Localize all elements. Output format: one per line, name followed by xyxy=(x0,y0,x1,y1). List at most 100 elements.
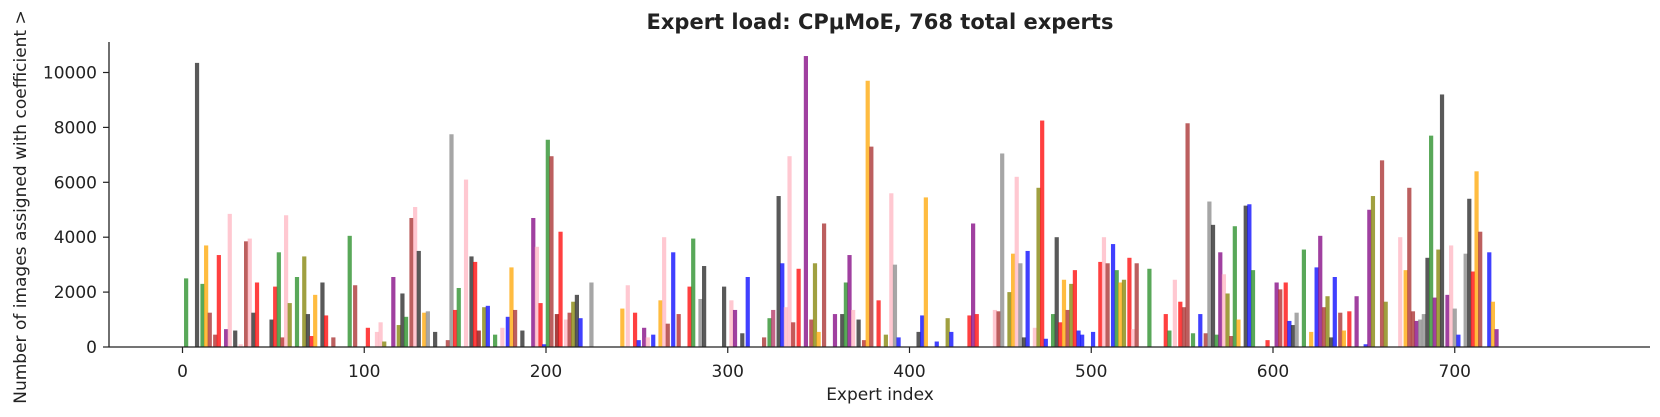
bar-expert-626 xyxy=(1318,235,1323,347)
bar-expert-565 xyxy=(1207,201,1212,347)
bar-expert-507 xyxy=(1101,237,1107,347)
bar-expert-611 xyxy=(1290,325,1296,347)
bar-expert-367 xyxy=(847,255,852,347)
bar-expert-423 xyxy=(949,331,954,347)
bar-expert-146 xyxy=(445,340,450,347)
bar-expert-551 xyxy=(1181,307,1187,347)
bars-group xyxy=(184,56,1499,348)
bar-expert-579 xyxy=(1232,226,1237,347)
bar-expert-549 xyxy=(1178,301,1183,347)
bar-expert-621 xyxy=(1309,331,1314,347)
bar-expert-573 xyxy=(1221,274,1227,347)
y-tick-label-0: 0 xyxy=(86,338,97,358)
bar-expert-597 xyxy=(1265,340,1270,347)
bar-expert-708 xyxy=(1467,198,1472,347)
bar-expert-465 xyxy=(1025,250,1030,347)
bar-expert-251 xyxy=(636,340,641,347)
bar-expert-637 xyxy=(1338,312,1343,347)
x-tick-label-200: 200 xyxy=(530,362,562,382)
bar-expert-95 xyxy=(353,285,358,347)
bar-expert-350 xyxy=(816,331,821,347)
y-tick-label-6000: 6000 xyxy=(54,173,97,193)
bar-expert-259 xyxy=(651,334,656,347)
bar-expert-92 xyxy=(347,235,352,347)
bar-expert-245 xyxy=(625,285,630,347)
bar-expert-634 xyxy=(1332,277,1337,347)
bar-expert-523 xyxy=(1130,329,1136,347)
bar-expert-107 xyxy=(374,331,380,347)
bar-expert-41 xyxy=(254,282,260,347)
bar-expert-126 xyxy=(409,217,414,347)
bar-expert-673 xyxy=(1403,270,1408,347)
bar-expert-461 xyxy=(1018,263,1023,347)
bar-expert-130 xyxy=(416,250,421,347)
bar-expert-195 xyxy=(534,246,540,347)
bar-expert-383 xyxy=(876,300,881,347)
bar-expert-208 xyxy=(558,231,563,347)
bar-expert-11 xyxy=(200,283,205,347)
bar-expert-51 xyxy=(273,286,278,347)
bar-expert-281 xyxy=(691,238,696,347)
bar-expert-24 xyxy=(224,329,229,347)
bar-expert-630 xyxy=(1325,296,1330,347)
bar-expert-270 xyxy=(671,252,676,347)
bar-expert-581 xyxy=(1236,319,1241,347)
bar-expert-334 xyxy=(787,156,792,347)
bar-expert-197 xyxy=(538,303,543,347)
bar-expert-512 xyxy=(1110,244,1116,347)
bar-expert-179 xyxy=(505,316,510,348)
bar-expert-481 xyxy=(1054,237,1059,347)
bar-expert-493 xyxy=(1076,330,1081,347)
bar-expert-285 xyxy=(698,298,703,347)
bar-expert-163 xyxy=(476,330,481,347)
bar-expert-521 xyxy=(1127,257,1132,347)
bar-expert-336 xyxy=(791,322,796,347)
y-tick-label-2000: 2000 xyxy=(54,283,97,303)
bar-expert-483 xyxy=(1058,322,1063,347)
bar-expert-525 xyxy=(1134,263,1139,347)
bar-expert-15 xyxy=(207,312,212,347)
bar-expert-183 xyxy=(513,309,518,347)
bar-expert-639 xyxy=(1341,330,1346,347)
bar-expert-421 xyxy=(945,318,950,347)
bar-expert-13 xyxy=(204,245,209,347)
bar-expert-409 xyxy=(923,197,928,347)
bar-expert-617 xyxy=(1301,249,1306,347)
bar-expert-683 xyxy=(1421,314,1426,347)
bar-expert-119 xyxy=(396,325,401,347)
bar-expert-73 xyxy=(313,294,318,347)
bar-expert-587 xyxy=(1247,204,1252,347)
bar-expert-543 xyxy=(1167,330,1172,347)
bar-expert-723 xyxy=(1494,329,1499,347)
bar-expert-567 xyxy=(1210,224,1216,347)
bar-expert-518 xyxy=(1121,279,1127,347)
bar-expert-392 xyxy=(892,264,898,347)
bar-expert-589 xyxy=(1250,270,1256,347)
bar-expert-311 xyxy=(745,277,750,347)
bar-expert-721 xyxy=(1490,301,1496,347)
bar-expert-407 xyxy=(920,315,925,347)
bar-expert-242 xyxy=(620,308,625,347)
bar-expert-435 xyxy=(971,223,976,347)
bar-expert-20 xyxy=(216,255,221,347)
bar-expert-375 xyxy=(861,340,867,347)
bar-expert-18 xyxy=(213,334,218,347)
bar-expert-415 xyxy=(934,341,939,347)
bar-expert-217 xyxy=(574,294,579,347)
bar-expert-265 xyxy=(662,237,667,347)
bar-expert-475 xyxy=(1043,338,1048,347)
bar-expert-279 xyxy=(687,286,692,347)
x-tick-group: 0 100 200 300 400 500 600 700 xyxy=(177,347,1471,382)
bar-expert-712 xyxy=(1474,171,1479,347)
bar-expert-59 xyxy=(287,303,292,347)
bar-expert-215 xyxy=(571,301,576,347)
bar-expert-679 xyxy=(1414,320,1419,347)
bar-expert-67 xyxy=(302,256,307,347)
bar-expert-219 xyxy=(578,318,583,347)
bar-expert-487 xyxy=(1065,309,1070,347)
bar-expert-267 xyxy=(665,323,670,347)
bar-expert-302 xyxy=(729,300,734,347)
bar-expert-26 xyxy=(227,213,232,347)
bar-expert-698 xyxy=(1449,245,1454,347)
